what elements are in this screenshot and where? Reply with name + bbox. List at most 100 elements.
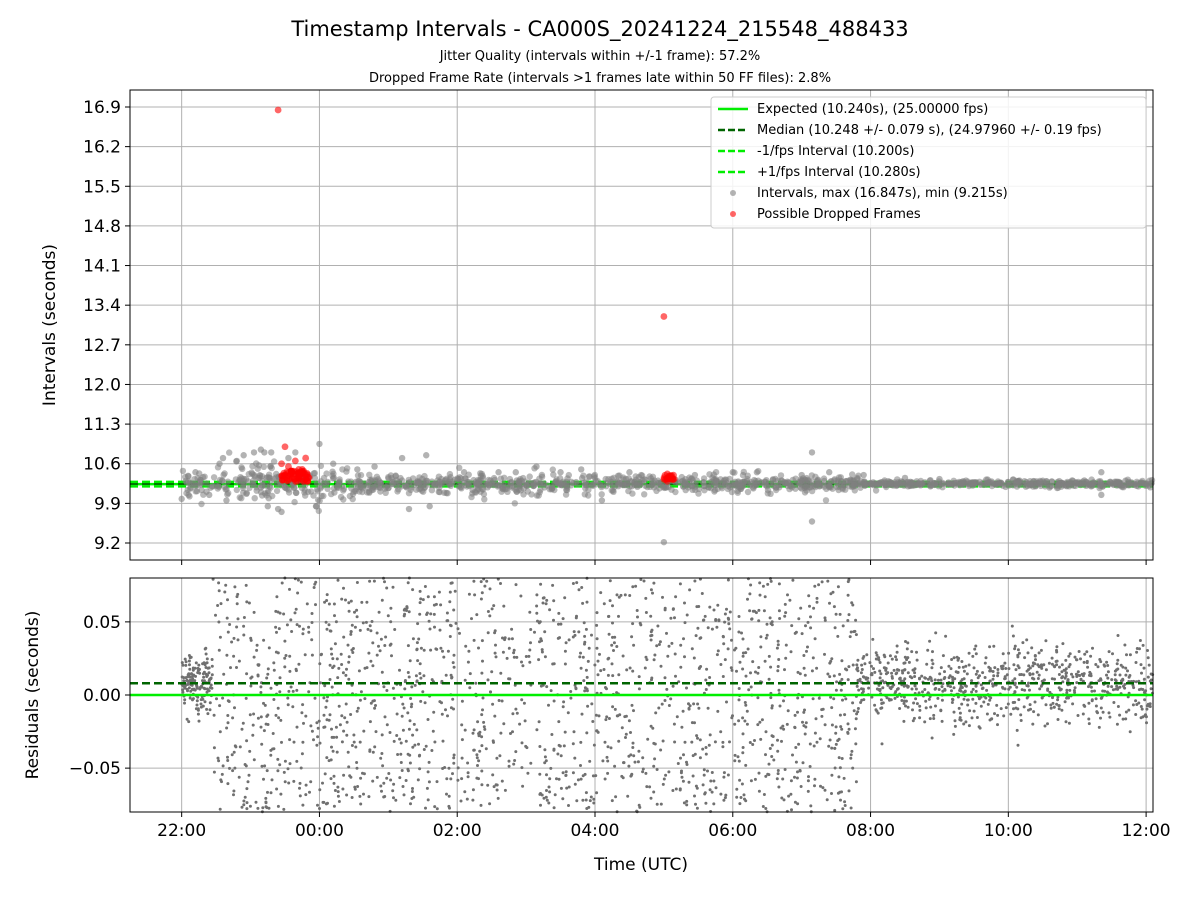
residual-point	[701, 747, 705, 751]
residual-point	[987, 665, 991, 669]
interval-point	[536, 475, 543, 482]
residual-point	[308, 790, 311, 794]
residual-point	[472, 728, 476, 732]
residual-point	[748, 741, 752, 744]
residual-point	[482, 725, 486, 729]
residual-point	[340, 597, 344, 601]
residual-point	[601, 759, 605, 763]
residual-point	[641, 770, 645, 774]
residual-point	[375, 775, 379, 779]
residual-point	[385, 586, 389, 590]
residual-point	[288, 587, 291, 591]
interval-point	[802, 483, 809, 490]
residual-point	[1087, 685, 1090, 689]
residual-point	[495, 783, 499, 787]
residual-point	[269, 753, 273, 757]
residual-point	[956, 670, 960, 674]
interval-point	[201, 473, 208, 480]
residual-point	[620, 774, 624, 778]
residual-point	[391, 585, 395, 589]
residual-point	[183, 701, 186, 705]
residual-point	[785, 722, 789, 726]
residual-point	[1031, 661, 1035, 665]
residual-point	[265, 769, 269, 773]
residual-point	[392, 782, 396, 786]
residual-point	[309, 724, 313, 728]
residual-point	[1007, 687, 1011, 691]
residual-point	[385, 776, 389, 780]
residual-point	[276, 769, 280, 773]
residual-point	[353, 785, 357, 789]
residual-point	[449, 777, 453, 781]
residual-point	[1142, 690, 1146, 694]
residual-point	[510, 637, 514, 641]
residual-point	[198, 667, 201, 671]
residual-point	[635, 609, 639, 612]
residual-point	[497, 699, 501, 702]
residual-point	[341, 671, 345, 675]
residual-point	[656, 624, 660, 628]
residual-point	[432, 710, 436, 714]
residual-point	[641, 767, 645, 771]
residual-point	[843, 804, 847, 807]
residual-point	[645, 785, 649, 789]
residual-point	[345, 720, 349, 724]
residual-point	[912, 701, 916, 705]
residual-point	[890, 657, 894, 661]
residual-point	[575, 581, 579, 585]
residual-point	[746, 647, 750, 651]
residual-point	[199, 698, 203, 702]
residual-point	[648, 785, 652, 789]
residual-point	[441, 649, 444, 653]
residual-point	[991, 677, 995, 681]
residual-point	[476, 720, 480, 724]
residual-point	[653, 757, 657, 761]
residual-point	[662, 777, 666, 781]
residual-point	[744, 674, 748, 678]
residual-point	[639, 578, 643, 581]
residual-point	[608, 579, 612, 583]
residual-point	[715, 653, 719, 657]
residual-point	[552, 662, 556, 666]
intervals-plot-frame	[129, 89, 1154, 561]
residual-point	[660, 702, 664, 706]
residual-point	[957, 706, 961, 710]
interval-point	[789, 476, 796, 484]
residual-point	[288, 654, 292, 658]
residual-point	[637, 675, 641, 679]
residual-point	[1013, 647, 1017, 651]
residual-point	[688, 588, 692, 592]
residual-point	[1077, 650, 1081, 653]
residual-point	[1096, 665, 1100, 669]
residual-point	[826, 672, 830, 676]
residual-point	[765, 633, 769, 637]
residual-point	[913, 671, 917, 675]
residual-point	[858, 677, 862, 681]
interval-point	[317, 462, 325, 470]
residual-point	[252, 758, 256, 762]
residual-point	[547, 703, 550, 707]
residual-point	[729, 666, 733, 670]
residual-point	[1111, 688, 1115, 692]
residual-point	[282, 807, 286, 811]
residual-point	[585, 807, 589, 810]
residual-point	[265, 676, 269, 680]
residual-point	[473, 593, 477, 597]
residual-point	[753, 739, 756, 742]
residual-point	[839, 798, 842, 802]
residual-point	[751, 609, 755, 613]
intervals-points	[178, 106, 1156, 546]
residual-point	[1141, 643, 1145, 647]
residual-point	[830, 706, 834, 710]
residual-point	[615, 593, 619, 597]
residual-point	[396, 753, 400, 756]
residual-point	[801, 720, 804, 724]
residual-point	[933, 678, 937, 682]
residual-point	[347, 601, 351, 605]
residual-point	[918, 716, 922, 720]
residual-point	[1012, 707, 1015, 711]
residual-point	[571, 582, 575, 585]
interval-point	[481, 496, 488, 503]
residual-point	[794, 746, 798, 749]
residual-point	[431, 729, 435, 733]
